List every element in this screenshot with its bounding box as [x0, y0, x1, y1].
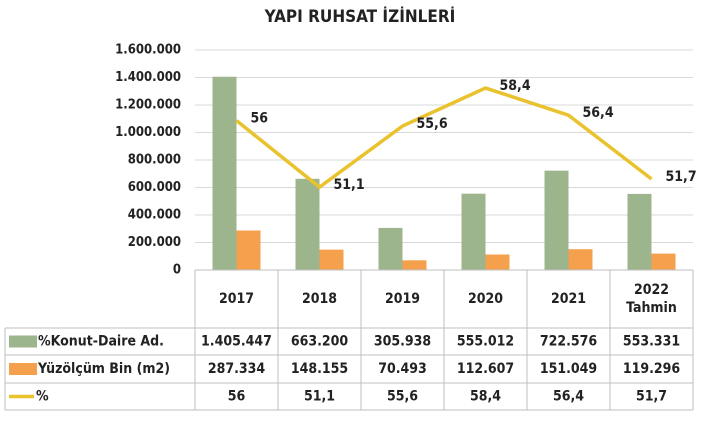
table-cell: 1.405.447: [201, 334, 272, 350]
y-tick-label: 600.000: [128, 180, 181, 195]
legend-label: %Konut-Daire Ad.: [38, 334, 164, 350]
legend-swatch: [9, 363, 37, 375]
x-tick-label: 2020: [468, 291, 503, 307]
data-label: 55,6: [417, 116, 448, 132]
table-cell: 663.200: [291, 334, 349, 350]
table-cell: 151.049: [540, 361, 597, 377]
table-cell: 56,4: [553, 389, 584, 405]
legend-label: %: [36, 389, 49, 405]
y-tick-label: 0: [173, 263, 181, 278]
legend-swatch: [9, 335, 37, 348]
legend-label: Yüzölçüm Bin (m2): [37, 361, 170, 377]
line-series: [235, 86, 653, 190]
table-cell: 51,1: [304, 389, 335, 405]
y-tick-label: 800.000: [128, 153, 181, 168]
table-cell: 55,6: [387, 389, 418, 405]
bar: [461, 193, 486, 270]
data-label: 58,4: [500, 78, 531, 94]
x-tick-label: 2017: [219, 291, 254, 307]
table-cell: 305.938: [374, 334, 431, 350]
table-cell: 148.155: [291, 361, 348, 377]
table-cell: 722.576: [540, 334, 598, 350]
x-tick-label: 2022 Tahmin: [626, 282, 677, 316]
x-tick-label: 2018: [302, 291, 337, 307]
chart-title: YAPI RUHSAT İZİNLERİ: [264, 5, 456, 27]
bar: [568, 249, 593, 270]
bar: [485, 254, 510, 270]
data-label: 51,1: [334, 177, 365, 193]
bar: [627, 193, 652, 270]
y-tick-label: 1.000.000: [115, 125, 181, 140]
bar: [319, 249, 344, 270]
y-tick-label: 1.600.000: [115, 43, 181, 58]
table-cell: 553.331: [623, 334, 680, 350]
bar: [378, 227, 403, 270]
bar: [236, 230, 261, 270]
table-cell: 51,7: [636, 389, 667, 405]
data-label: 56,4: [583, 105, 614, 121]
y-tick-label: 400.000: [128, 208, 181, 223]
y-tick-label: 200.000: [128, 235, 181, 250]
bar: [544, 170, 569, 270]
x-tick-label: 2019: [385, 291, 420, 307]
bar: [651, 253, 676, 270]
bar: [402, 260, 427, 270]
data-label: 51,7: [666, 169, 697, 185]
table-cell: 56: [228, 389, 246, 405]
data-label: 56: [251, 111, 269, 127]
table-cell: 555.012: [457, 334, 514, 350]
y-tick-label: 1.400.000: [115, 70, 181, 85]
table-cell: 112.607: [457, 361, 514, 377]
y-tick-label: 1.200.000: [115, 98, 181, 113]
table-cell: 119.296: [623, 361, 681, 377]
table-cell: 58,4: [470, 389, 501, 405]
bar: [295, 178, 320, 270]
table-cell: 287.334: [208, 361, 266, 377]
table-cell: 70.493: [378, 361, 427, 377]
x-tick-label: 2021: [551, 291, 586, 307]
bar: [212, 76, 237, 270]
